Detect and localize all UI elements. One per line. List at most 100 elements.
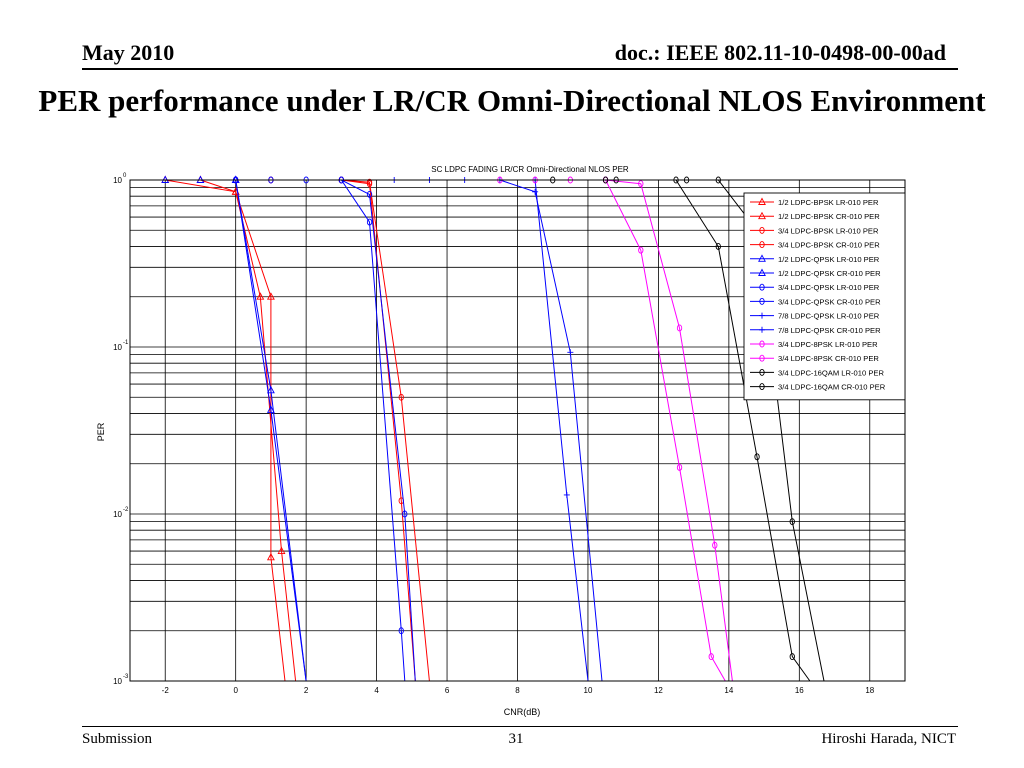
series-3 [130, 176, 416, 682]
data-point [266, 385, 275, 394]
x-tick-label: 4 [374, 686, 379, 695]
y-tick-label: 10 [113, 176, 122, 185]
series-line [130, 179, 307, 682]
x-tick-label: 2 [304, 686, 309, 695]
series-line [130, 179, 603, 682]
data-point [759, 354, 765, 362]
data-point [758, 254, 766, 262]
chart-title: SC LDPC FADING LR/CR Omni-Directional NL… [431, 165, 629, 174]
data-point [759, 241, 765, 249]
legend-label: 3/4 LDPC-BPSK LR-010 PER [778, 226, 879, 235]
series-line [130, 179, 811, 682]
per-chart-svg: SC LDPC FADING LR/CR Omni-Directional NL… [96, 165, 906, 717]
x-tick-label: -2 [162, 686, 170, 695]
data-point [256, 292, 265, 300]
data-point [759, 312, 765, 319]
legend-label: 7/8 LDPC-QPSK CR-010 PER [778, 326, 881, 335]
data-point [366, 218, 373, 226]
header-rule [82, 68, 958, 70]
series-1 [130, 175, 286, 682]
legend-label: 3/4 LDPC-8PSK CR-010 PER [778, 354, 879, 363]
chart-series [130, 175, 825, 682]
y-tick-exponent: -2 [123, 507, 129, 513]
data-point [567, 349, 574, 356]
y-tick-label: 10 [113, 677, 122, 686]
legend-label: 1/2 LDPC-BPSK LR-010 PER [778, 198, 879, 207]
x-tick-label: 8 [515, 686, 520, 695]
y-tick-exponent: -1 [123, 340, 129, 346]
series-7 [130, 176, 406, 682]
plot-frame [129, 179, 906, 682]
data-point [266, 405, 275, 413]
data-point [563, 491, 570, 498]
y-tick-exponent: 0 [123, 173, 127, 179]
x-tick-label: 16 [795, 686, 804, 695]
x-tick-label: 6 [445, 686, 450, 695]
legend-label: 3/4 LDPC-BPSK CR-010 PER [778, 241, 880, 250]
data-point [277, 546, 286, 554]
data-point [266, 552, 275, 561]
data-point [366, 190, 373, 198]
legend-label: 1/2 LDPC-QPSK LR-010 PER [778, 255, 880, 264]
data-point [789, 518, 795, 526]
series-9 [130, 177, 589, 682]
chart-legend: 1/2 LDPC-BPSK LR-010 PER 1/2 LDPC-BPSK CR… [743, 192, 906, 401]
data-point [638, 246, 644, 254]
data-point [789, 653, 795, 661]
series-11 [130, 176, 726, 682]
footer-submission: Submission [82, 731, 153, 747]
data-point [754, 453, 760, 461]
series-13 [130, 176, 811, 682]
legend-label: 1/2 LDPC-BPSK CR-010 PER [778, 212, 880, 221]
series-10 [130, 177, 603, 682]
data-point [759, 297, 765, 305]
data-point [366, 178, 373, 186]
data-point [759, 383, 765, 391]
data-point [759, 226, 765, 234]
legend-label: 3/4 LDPC-QPSK CR-010 PER [778, 297, 881, 306]
data-point [759, 326, 765, 333]
legend-label: 3/4 LDPC-16QAM LR-010 PER [778, 368, 884, 377]
y-tick-exponent: -3 [123, 674, 129, 680]
x-tick-label: 14 [724, 686, 733, 695]
footer-rule [82, 726, 958, 727]
data-point [676, 463, 683, 471]
x-tick-label: 12 [654, 686, 663, 695]
data-point [758, 211, 766, 220]
footer-page-number: 31 [508, 731, 524, 747]
data-point [712, 541, 718, 549]
y-tick-label: 10 [113, 510, 122, 519]
legend-label: 7/8 LDPC-QPSK LR-010 PER [778, 312, 880, 321]
data-point [715, 243, 721, 250]
y-tick-label: 10 [113, 343, 122, 352]
per-chart: SC LDPC FADING LR/CR Omni-Directional NL… [90, 160, 920, 725]
header-date: May 2010 [82, 40, 175, 65]
data-point [759, 340, 765, 348]
data-point [758, 268, 766, 276]
data-point [708, 653, 714, 661]
series-5 [130, 175, 307, 682]
data-point [398, 393, 404, 401]
data-point [266, 292, 275, 300]
data-point [758, 197, 766, 205]
slide-title: PER performance under LR/CR Omni-Directi… [38, 83, 986, 118]
data-point [398, 627, 404, 635]
series-6 [130, 175, 307, 682]
series-line [130, 179, 726, 682]
legend-box [743, 192, 906, 401]
y-axis-label: PER [96, 422, 106, 441]
series-line [130, 179, 430, 682]
series-line [130, 179, 406, 682]
data-point [759, 368, 765, 376]
series-8 [130, 176, 416, 682]
x-tick-label: 18 [865, 686, 874, 695]
series-4 [130, 176, 430, 682]
data-point [638, 180, 644, 188]
x-axis-label: CNR(dB) [504, 707, 541, 717]
header-doc-id: doc.: IEEE 802.11-10-0498-00-00ad [614, 40, 946, 65]
data-point [676, 324, 683, 332]
series-line [130, 179, 589, 682]
series-line [130, 179, 286, 682]
data-point [402, 510, 408, 518]
